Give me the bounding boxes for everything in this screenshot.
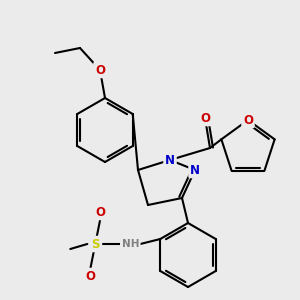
Text: O: O [95, 206, 105, 218]
Text: O: O [243, 113, 253, 127]
Text: NH: NH [122, 239, 139, 249]
Text: S: S [91, 238, 100, 250]
Text: N: N [190, 164, 200, 176]
Text: O: O [95, 64, 105, 76]
Text: N: N [165, 154, 175, 166]
Text: O: O [200, 112, 210, 124]
Text: O: O [85, 269, 95, 283]
